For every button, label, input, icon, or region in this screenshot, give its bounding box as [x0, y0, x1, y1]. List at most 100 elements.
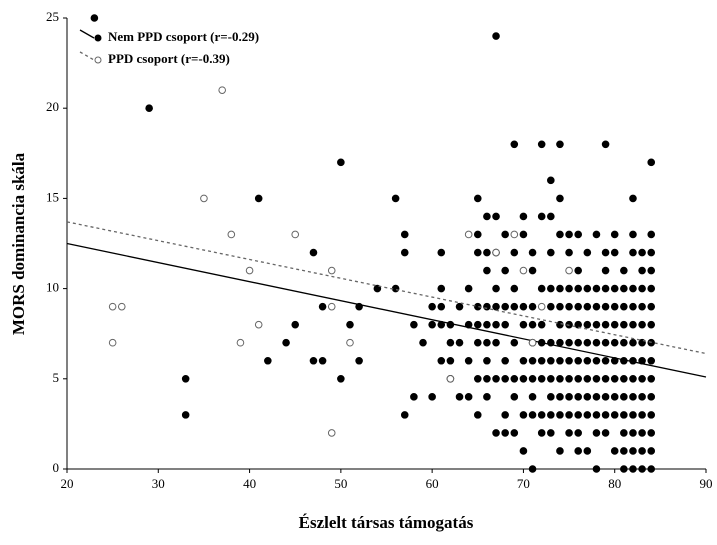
point — [601, 320, 610, 329]
trend-line — [66, 221, 707, 355]
point — [610, 248, 619, 257]
point — [556, 338, 564, 347]
point — [592, 411, 601, 419]
point — [620, 411, 628, 419]
point — [428, 393, 436, 401]
point — [638, 320, 646, 329]
point — [519, 266, 528, 275]
point — [245, 266, 254, 275]
point — [601, 393, 610, 401]
point — [254, 320, 263, 329]
y-tick-label: 5 — [53, 370, 60, 385]
point — [510, 248, 519, 257]
x-tick-label: 80 — [608, 476, 621, 491]
point — [556, 194, 564, 203]
point — [492, 375, 500, 383]
point — [647, 375, 656, 383]
point — [483, 393, 491, 401]
point — [145, 104, 153, 112]
point — [501, 411, 509, 419]
point — [620, 320, 628, 329]
y-tick-label: 25 — [46, 9, 59, 24]
point — [510, 375, 519, 383]
point — [574, 284, 583, 293]
point — [108, 302, 117, 311]
point — [610, 393, 619, 401]
point — [565, 284, 573, 293]
point — [537, 284, 546, 293]
point — [528, 338, 537, 347]
legend-marker — [94, 34, 102, 42]
point — [483, 356, 491, 365]
point — [400, 411, 409, 419]
point — [629, 375, 637, 383]
point — [647, 266, 656, 275]
point — [337, 375, 345, 383]
point — [629, 465, 637, 473]
point — [346, 338, 354, 347]
point — [565, 356, 573, 365]
point — [519, 212, 528, 221]
point — [528, 302, 537, 311]
point — [108, 338, 117, 347]
point — [400, 248, 409, 257]
point — [547, 212, 555, 221]
point — [556, 411, 564, 419]
point — [620, 284, 628, 293]
point — [583, 356, 592, 365]
point — [583, 302, 592, 311]
point — [519, 447, 528, 455]
point — [547, 248, 555, 257]
point — [537, 375, 546, 383]
point — [437, 356, 446, 365]
point — [391, 284, 400, 293]
point — [282, 338, 290, 347]
point — [583, 393, 592, 401]
point — [565, 266, 573, 275]
point — [638, 375, 646, 383]
point — [629, 248, 637, 257]
point — [501, 320, 509, 329]
y-tick-label: 15 — [46, 189, 59, 204]
point — [318, 356, 327, 365]
point — [291, 230, 300, 239]
point — [556, 140, 564, 149]
point — [610, 320, 619, 329]
point — [620, 302, 628, 311]
x-tick-label: 70 — [517, 476, 530, 491]
point — [510, 429, 519, 437]
point — [510, 393, 519, 401]
point — [473, 320, 482, 329]
point — [574, 266, 583, 275]
point — [601, 411, 610, 419]
point — [620, 393, 628, 401]
point — [537, 411, 546, 419]
point — [547, 375, 555, 383]
point — [355, 302, 363, 311]
point — [610, 356, 619, 365]
point — [601, 429, 610, 437]
point — [556, 230, 564, 239]
point — [610, 284, 619, 293]
point — [583, 338, 592, 347]
point — [574, 447, 583, 455]
point — [547, 356, 555, 365]
point — [501, 429, 509, 437]
point — [437, 284, 446, 293]
legend-line — [79, 51, 95, 61]
y-tick-label: 20 — [46, 99, 59, 114]
point — [464, 393, 473, 401]
trend-line — [66, 242, 707, 378]
point — [473, 194, 482, 203]
point — [254, 194, 263, 203]
point — [647, 393, 656, 401]
point — [592, 375, 601, 383]
point — [346, 320, 354, 329]
point — [583, 248, 592, 257]
point — [492, 32, 500, 40]
point — [309, 356, 318, 365]
point — [556, 356, 564, 365]
point — [528, 393, 537, 401]
point — [583, 320, 592, 329]
point — [620, 447, 628, 455]
